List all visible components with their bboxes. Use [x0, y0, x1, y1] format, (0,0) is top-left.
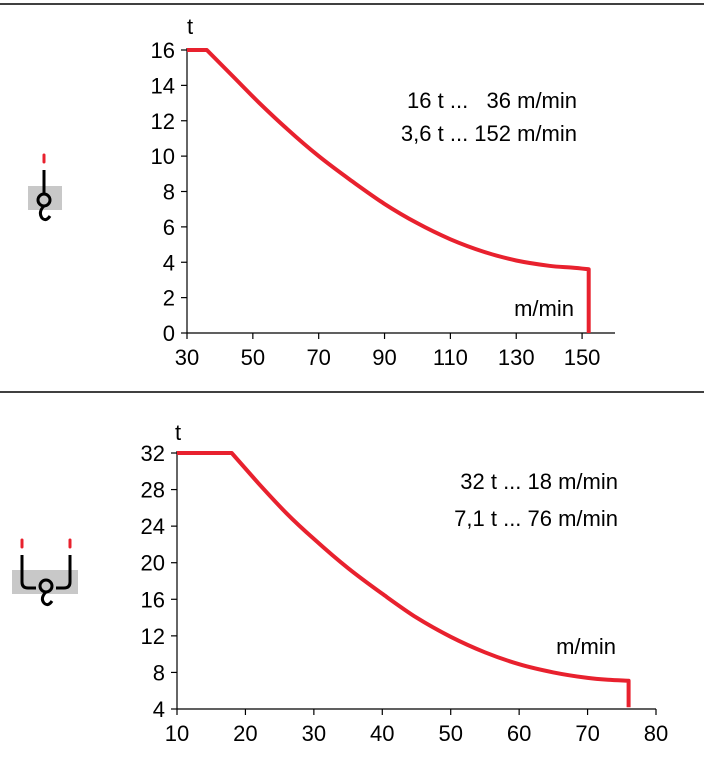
- x-tick-label: 70: [575, 721, 599, 746]
- x-tick-label: 110: [433, 345, 468, 370]
- y-tick-label: 12: [151, 109, 175, 134]
- y-axis-label: t: [187, 14, 193, 39]
- y-tick-label: 2: [163, 286, 175, 311]
- x-axis-label: m/min: [514, 296, 574, 321]
- annotation-1: 16 t ... 36 m/min: [407, 88, 577, 113]
- x-tick-label: 40: [370, 721, 394, 746]
- y-tick-label: 14: [151, 73, 175, 98]
- y-tick-label: 4: [153, 697, 165, 722]
- double-hook-icon: [12, 538, 78, 607]
- chart-double-hook: 4 8 12 16 20 24 28 32 10 20 30 40 50 60 70 80 t m/min 32 t…: [141, 420, 669, 746]
- x-tick-label: 30: [302, 721, 326, 746]
- annotation-1: 32 t ... 18 m/min: [460, 469, 618, 494]
- annotation-2: 7,1 t ... 76 m/min: [454, 506, 618, 531]
- y-tick-label: 16: [141, 587, 165, 612]
- x-tick-label: 50: [241, 345, 265, 370]
- x-tick-label: 80: [644, 721, 668, 746]
- x-axis-label: m/min: [556, 634, 616, 659]
- x-tick-label: 20: [233, 721, 257, 746]
- y-tick-label: 24: [141, 514, 165, 539]
- y-tick-label: 12: [141, 624, 165, 649]
- single-hook-icon: [28, 153, 62, 222]
- y-tick-label: 32: [141, 441, 165, 466]
- y-axis-label: t: [175, 420, 181, 445]
- y-tick-label: 6: [163, 215, 175, 240]
- y-tick-label: 8: [153, 660, 165, 685]
- y-tick-label: 20: [141, 551, 165, 576]
- y-tick-label: 4: [163, 250, 175, 275]
- y-tick-label: 8: [163, 180, 175, 205]
- x-tick-label: 70: [306, 345, 330, 370]
- chart-single-hook: 0 2 4 6 8 10 12 14 16 30 50 70 90 110 130 150 t m/min 16 t…: [151, 14, 615, 370]
- x-tick-label: 150: [564, 345, 601, 370]
- x-tick-label: 30: [175, 345, 199, 370]
- x-tick-label: 90: [372, 345, 396, 370]
- y-tick-label: 28: [141, 478, 165, 503]
- x-tick-label: 10: [165, 721, 189, 746]
- y-tick-label: 10: [151, 144, 175, 169]
- x-tick-label: 130: [498, 345, 535, 370]
- x-tick-label: 60: [507, 721, 531, 746]
- annotation-2: 3,6 t ... 152 m/min: [401, 121, 577, 146]
- y-tick-label: 16: [151, 38, 175, 63]
- x-tick-label: 50: [438, 721, 462, 746]
- y-tick-label: 0: [163, 321, 175, 346]
